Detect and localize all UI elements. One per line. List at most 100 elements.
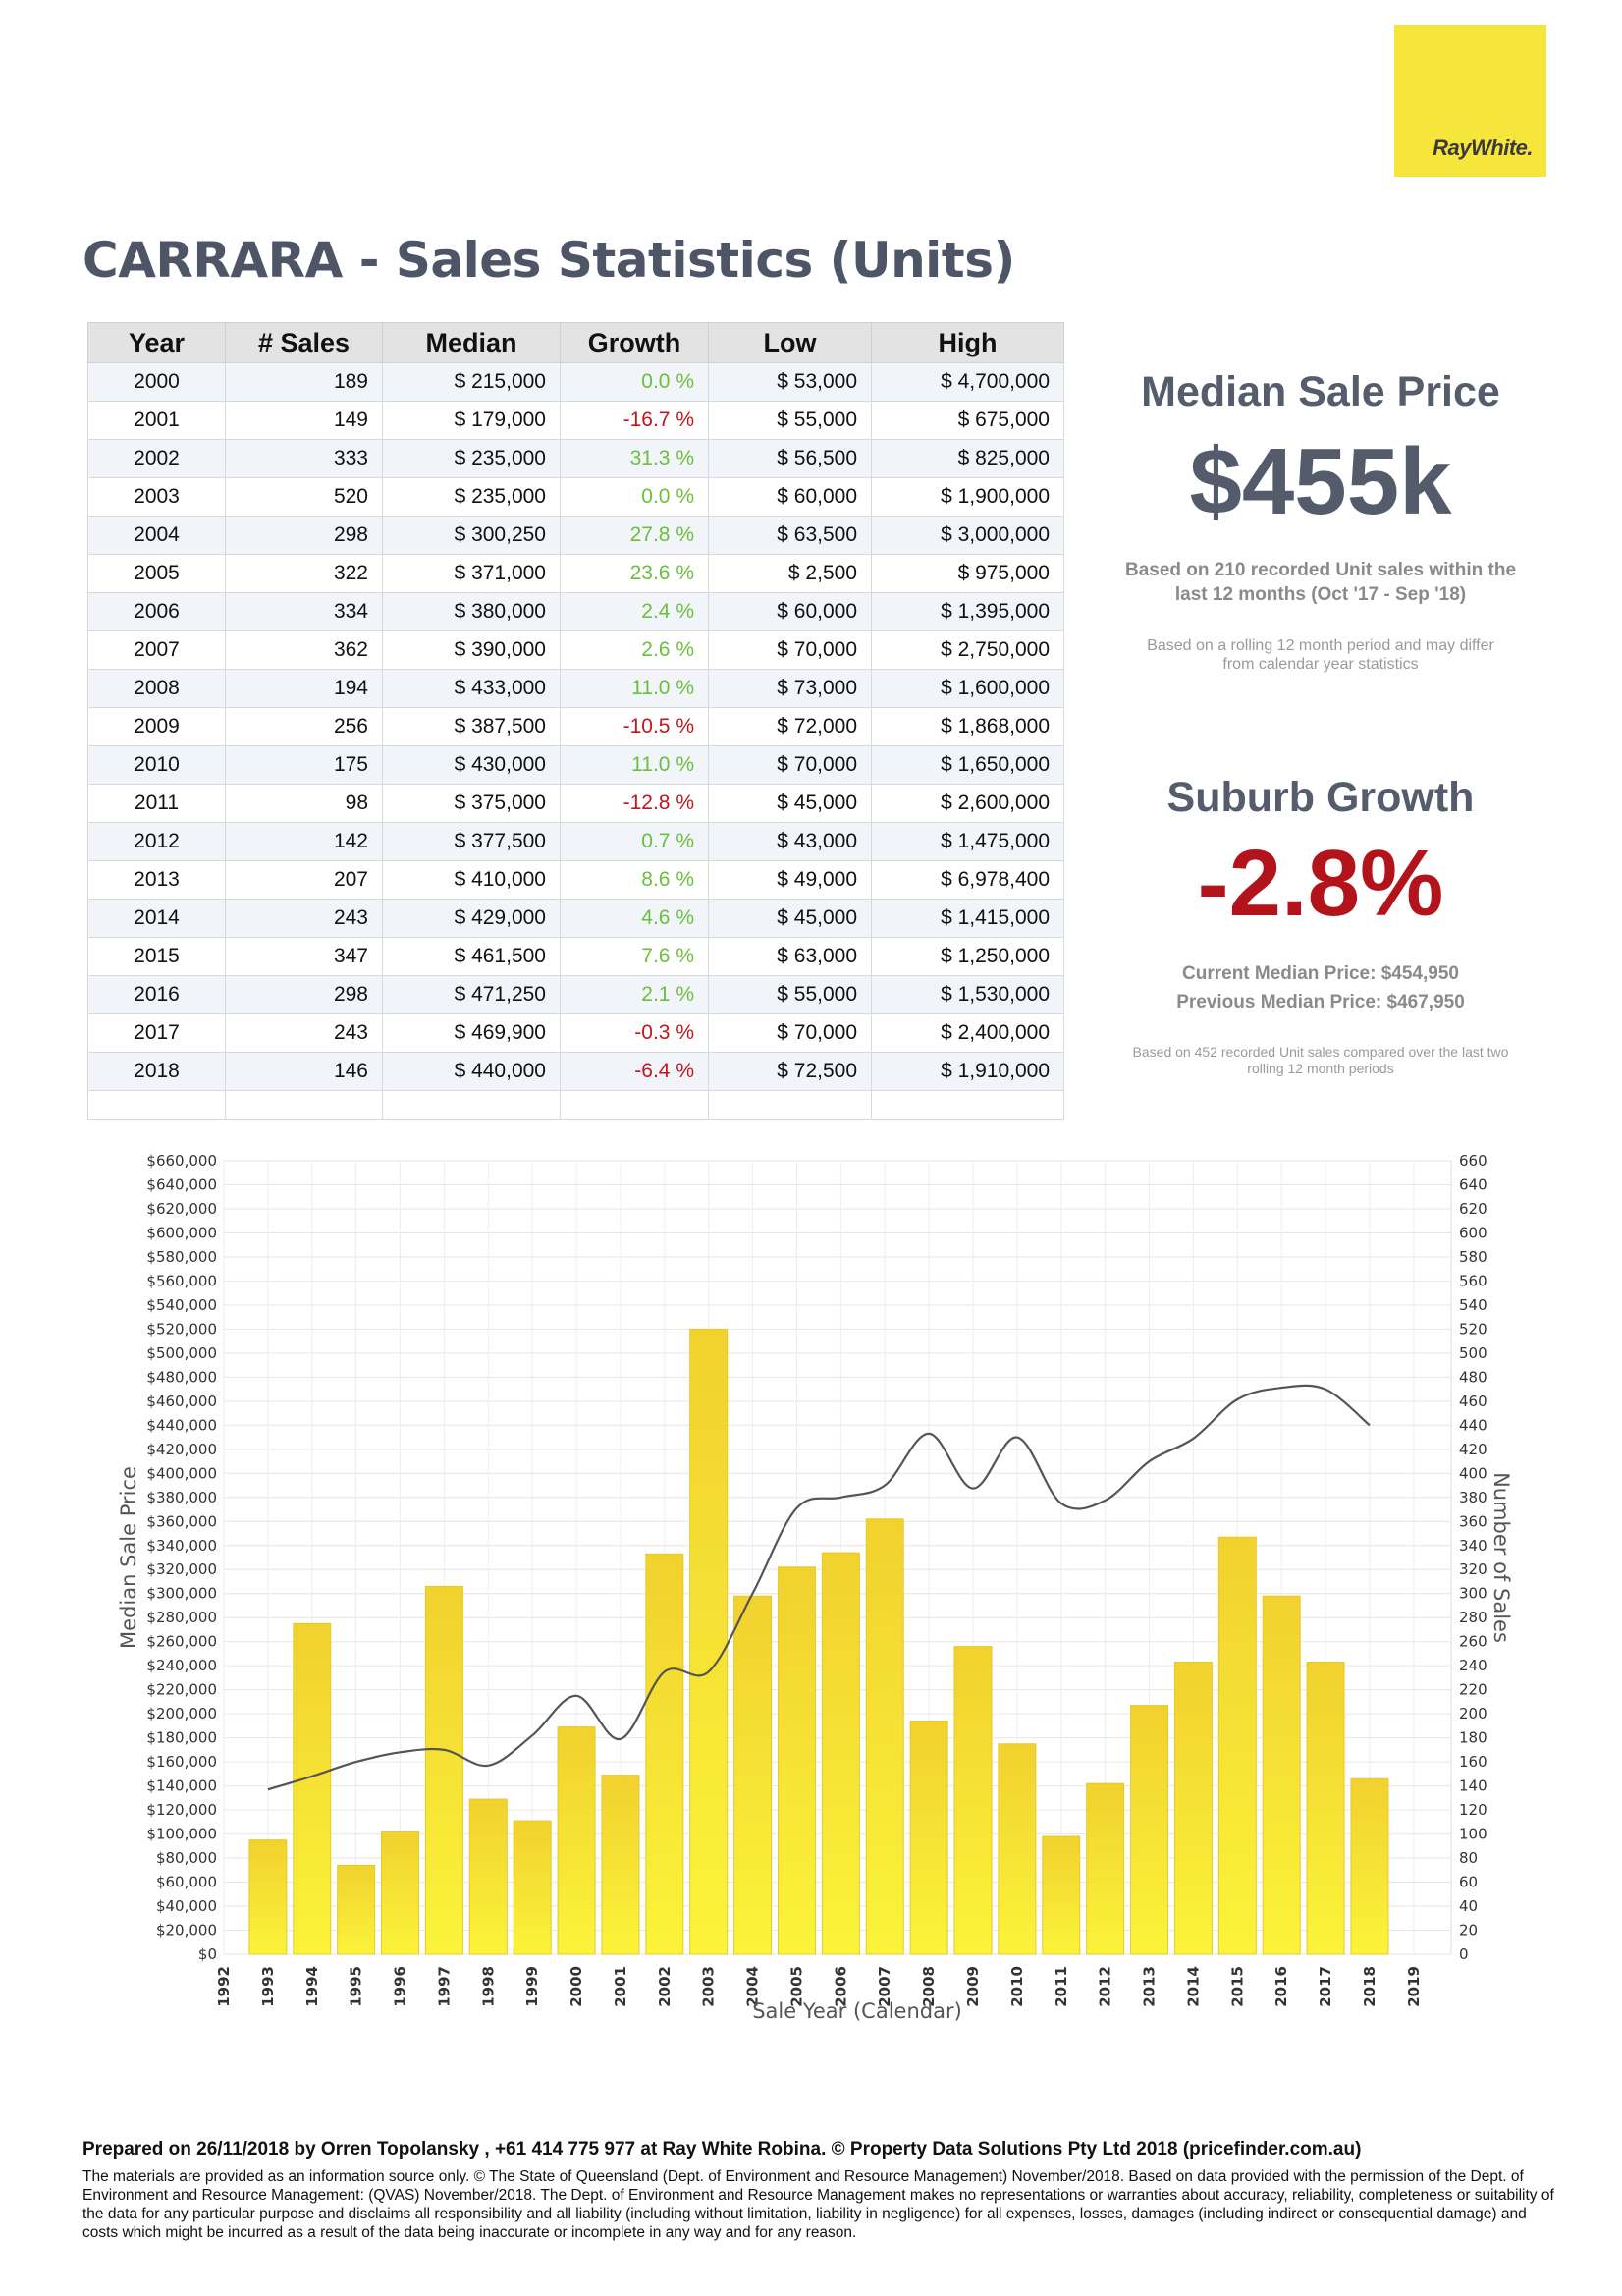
- growth-heading: Suburb Growth: [1166, 774, 1475, 821]
- y-tick-label: $300,000: [146, 1585, 217, 1603]
- y-tick-label: $360,000: [146, 1512, 217, 1530]
- cell-median: $ 235,000: [382, 439, 561, 478]
- median-note-line1: Based on 210 recorded Unit sales within …: [1124, 560, 1517, 580]
- cell-growth: 8.6 %: [560, 860, 709, 900]
- x-tick-label: 2018: [1361, 1966, 1379, 2007]
- cell-high: $ 825,000: [871, 439, 1064, 478]
- table-row: 2001 149 $ 179,000 -16.7 % $ 55,000 $ 675,000: [87, 401, 1064, 440]
- y2-tick-label: 320: [1459, 1560, 1487, 1578]
- cell-growth: 27.8 %: [560, 516, 709, 555]
- x-tick-label: 2011: [1053, 1966, 1070, 2007]
- cell-sales: 322: [225, 554, 383, 593]
- table-row: 2015 347 $ 461,500 7.6 % $ 63,000 $ 1,250,000: [87, 937, 1064, 976]
- y2-tick-label: 340: [1459, 1537, 1487, 1555]
- cell-low: $ 70,000: [708, 630, 872, 670]
- y2-tick-label: 560: [1459, 1272, 1487, 1289]
- cell-year: 2011: [87, 784, 226, 823]
- cell-sales: 194: [225, 669, 383, 708]
- table-row: 2006 334 $ 380,000 2.4 % $ 60,000 $ 1,395,000: [87, 592, 1064, 631]
- x-tick-label: 2016: [1272, 1966, 1290, 2007]
- cell-low: $ 60,000: [708, 477, 872, 517]
- cell-low: $ 73,000: [708, 669, 872, 708]
- y2-tick-label: 140: [1459, 1777, 1487, 1795]
- cell-sales: 243: [225, 899, 383, 938]
- cell-median: $ 371,000: [382, 554, 561, 593]
- cell-median: $ 375,000: [382, 784, 561, 823]
- spacer-cell: [560, 1090, 709, 1120]
- cell-year: 2000: [87, 362, 226, 402]
- cell-year: 2003: [87, 477, 226, 517]
- cell-high: $ 3,000,000: [871, 516, 1064, 555]
- cell-low: $ 45,000: [708, 899, 872, 938]
- y2-tick-label: 300: [1459, 1585, 1487, 1603]
- cell-low: $ 70,000: [708, 1013, 872, 1053]
- cell-median: $ 461,500: [382, 937, 561, 976]
- header-high: High: [871, 322, 1064, 363]
- x-tick-label: 2003: [700, 1966, 718, 2007]
- x-tick-label: 1992: [215, 1966, 233, 2007]
- y-tick-label: $340,000: [146, 1537, 217, 1555]
- y2-tick-label: 220: [1459, 1681, 1487, 1699]
- y-tick-label: $500,000: [146, 1344, 217, 1362]
- cell-median: $ 430,000: [382, 745, 561, 785]
- cell-high: $ 2,600,000: [871, 784, 1064, 823]
- x-tick-label: 2015: [1228, 1966, 1246, 2007]
- bar-1998: [468, 1798, 508, 1955]
- cell-low: $ 63,500: [708, 516, 872, 555]
- bar-2008: [909, 1720, 948, 1955]
- cell-year: 2013: [87, 860, 226, 900]
- growth-small-line1: Based on 452 recorded Unit sales compare…: [1132, 1044, 1509, 1060]
- cell-growth: 0.0 %: [560, 362, 709, 402]
- cell-high: $ 4,700,000: [871, 362, 1064, 402]
- cell-high: $ 975,000: [871, 554, 1064, 593]
- bar-2015: [1217, 1536, 1257, 1955]
- chart-bars: [248, 1328, 1389, 1955]
- y-tick-label: $480,000: [146, 1368, 217, 1386]
- cell-year: 2005: [87, 554, 226, 593]
- cell-median: $ 387,500: [382, 707, 561, 746]
- bar-2000: [557, 1726, 596, 1955]
- cell-low: $ 72,000: [708, 707, 872, 746]
- median-small-line2: from calendar year statistics: [1222, 656, 1419, 673]
- cell-sales: 333: [225, 439, 383, 478]
- x-tick-label: 2012: [1097, 1966, 1114, 2007]
- spacer-cell: [87, 1090, 226, 1120]
- cell-year: 2006: [87, 592, 226, 631]
- bar-2017: [1306, 1662, 1345, 1955]
- cell-growth: 2.6 %: [560, 630, 709, 670]
- y-tick-label: $660,000: [146, 1152, 217, 1170]
- spacer-cell: [382, 1090, 561, 1120]
- y-tick-label: $200,000: [146, 1705, 217, 1722]
- cell-median: $ 377,500: [382, 822, 561, 861]
- cell-year: 2012: [87, 822, 226, 861]
- y-tick-label: $20,000: [156, 1922, 217, 1940]
- table-row: 2003 520 $ 235,000 0.0 % $ 60,000 $ 1,900,000: [87, 477, 1064, 517]
- current-median-price: Current Median Price: $454,950: [1182, 963, 1459, 984]
- x-tick-label: 2019: [1405, 1966, 1423, 2007]
- y2-tick-label: 640: [1459, 1175, 1487, 1193]
- cell-sales: 98: [225, 784, 383, 823]
- spacer-cell: [708, 1090, 872, 1120]
- cell-growth: 23.6 %: [560, 554, 709, 593]
- cell-high: $ 2,400,000: [871, 1013, 1064, 1053]
- spacer-cell: [225, 1090, 383, 1120]
- y2-tick-label: 460: [1459, 1393, 1487, 1410]
- cell-low: $ 70,000: [708, 745, 872, 785]
- cell-high: $ 1,868,000: [871, 707, 1064, 746]
- cell-median: $ 235,000: [382, 477, 561, 517]
- bar-2006: [821, 1552, 860, 1955]
- x-tick-label: 2014: [1184, 1966, 1202, 2007]
- x-tick-label: 2013: [1141, 1966, 1159, 2007]
- bar-2012: [1086, 1782, 1125, 1955]
- cell-high: $ 1,415,000: [871, 899, 1064, 938]
- cell-year: 2002: [87, 439, 226, 478]
- median-price-line: [267, 1384, 1371, 1791]
- cell-median: $ 429,000: [382, 899, 561, 938]
- sales-statistics-table: Year # Sales Median Growth Low High 2000…: [87, 322, 1064, 1120]
- table-row: 2014 243 $ 429,000 4.6 % $ 45,000 $ 1,415,000: [87, 899, 1064, 938]
- median-value: $455k: [1189, 429, 1452, 534]
- y2-tick-label: 540: [1459, 1296, 1487, 1314]
- bar-2005: [777, 1566, 816, 1955]
- x-tick-label: 2008: [920, 1966, 938, 2007]
- cell-growth: -10.5 %: [560, 707, 709, 746]
